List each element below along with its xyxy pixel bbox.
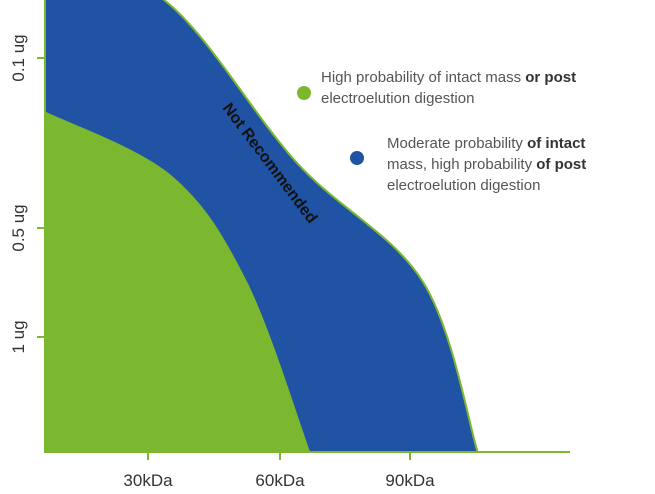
legend-entry-green: High probability of intact mass or post … — [321, 67, 621, 109]
legend-green-text-3: electroelution digestion — [321, 90, 475, 107]
legend-blue-text-3: mass, high probability — [387, 156, 537, 173]
legend-blue-text-4: of post — [536, 156, 587, 173]
legend-green-text-1: High probability of intact mass — [321, 69, 526, 86]
legend-green-text-2: or post — [525, 69, 577, 86]
legend-marker-blue — [350, 151, 364, 165]
x-tick-label-90kda: 90kDa — [385, 471, 435, 490]
legend-entry-blue: Moderate probability of intact mass, hig… — [387, 133, 647, 196]
y-tick-label-0-1ug: 0.1 ug — [9, 34, 28, 81]
y-tick-label-0-5ug: 0.5 ug — [9, 204, 28, 251]
legend-marker-green — [297, 86, 311, 100]
legend-blue-text-5: electroelution digestion — [387, 177, 541, 194]
green-area — [44, 111, 311, 453]
legend-blue-text-1: Moderate probability — [387, 135, 528, 152]
y-tick-label-1ug: 1 ug — [9, 320, 28, 353]
axis-ticks — [37, 57, 411, 460]
chart-areas — [44, 0, 479, 453]
chart-axes — [44, 10, 570, 453]
x-tick-label-60kda: 60kDa — [255, 471, 305, 490]
legend-blue-text-2: of intact — [527, 135, 586, 152]
x-tick-label-30kda: 30kDa — [123, 471, 173, 490]
